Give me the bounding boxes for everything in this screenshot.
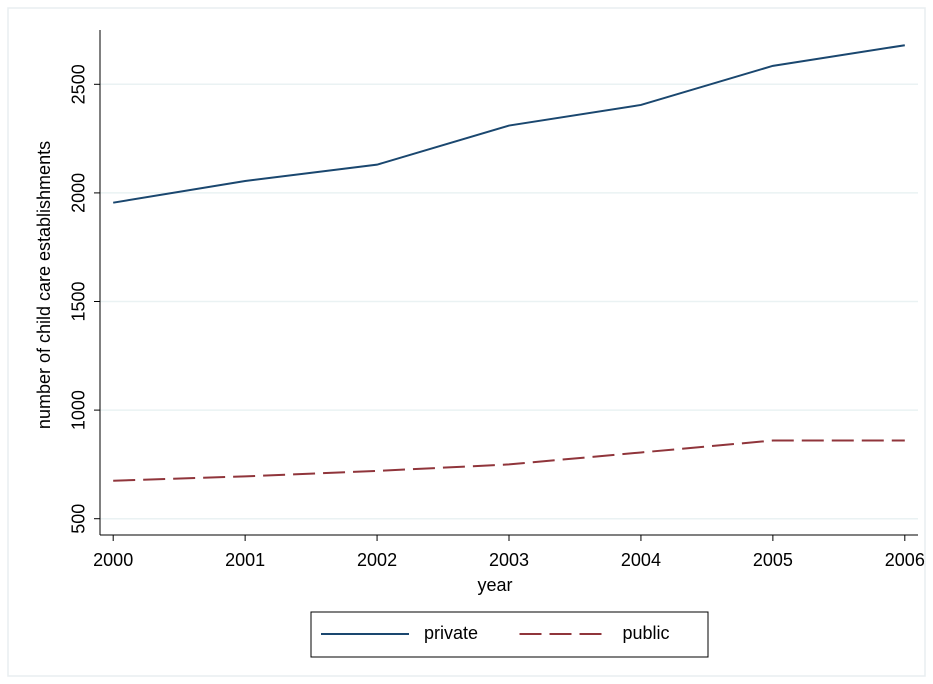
line-series bbox=[113, 44, 905, 204]
x-tick-label: 2004 bbox=[621, 550, 661, 570]
line-series bbox=[113, 439, 905, 482]
x-tick-label: 2006 bbox=[885, 550, 925, 570]
x-axis-label: year bbox=[477, 575, 512, 595]
y-axis-label: number of child care establishments bbox=[34, 141, 54, 429]
x-tick-label: 2002 bbox=[357, 550, 397, 570]
y-tick-label: 1500 bbox=[69, 281, 89, 321]
chart-frame bbox=[7, 7, 926, 677]
x-tick-label: 2005 bbox=[753, 550, 793, 570]
legend-label: public bbox=[623, 623, 670, 643]
y-tick-label: 2500 bbox=[69, 64, 89, 104]
legend-label: private bbox=[424, 623, 478, 643]
y-tick-label: 1000 bbox=[69, 390, 89, 430]
x-tick-label: 2003 bbox=[489, 550, 529, 570]
y-tick-label: 500 bbox=[69, 504, 89, 534]
y-tick-label: 2000 bbox=[69, 173, 89, 213]
x-tick-label: 2001 bbox=[225, 550, 265, 570]
x-tick-label: 2000 bbox=[93, 550, 133, 570]
